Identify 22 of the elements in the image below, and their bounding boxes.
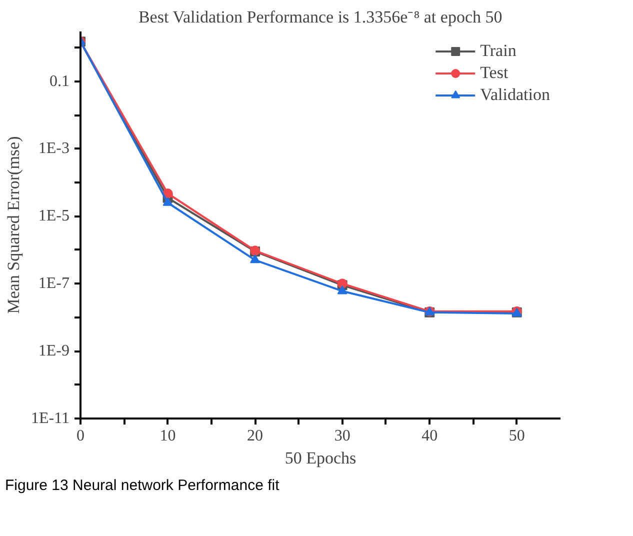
chart-title: Best Validation Performance is 1.3356e⁻⁸ at epoch 50 <box>138 8 502 26</box>
point <box>250 254 260 264</box>
y-tick-label: 1E-7 <box>38 275 70 292</box>
y-tick-label: 1E-11 <box>30 410 70 427</box>
legend-label: Test <box>480 63 508 83</box>
x-axis-title: 50 Epochs <box>284 448 356 468</box>
x-tick-label: 50 <box>508 428 525 444</box>
y-tick-label: 0.1 <box>50 72 70 90</box>
x-tick-label: 40 <box>422 428 438 444</box>
x-tick-label: 30 <box>334 428 350 444</box>
y-axis-title: Mean Squared Error(mse) <box>4 136 23 314</box>
x-tick-label: 10 <box>160 428 176 444</box>
y-tick-label: 1E-3 <box>38 140 70 158</box>
x-tick-label: 0 <box>76 428 84 444</box>
legend-label: Validation <box>480 85 550 105</box>
caption: Figure 13 Neural network Performance fit <box>5 477 280 494</box>
legend-label: Train <box>480 41 516 61</box>
y-tick-label: 1E-9 <box>38 342 70 360</box>
point <box>337 285 348 294</box>
point <box>162 197 173 206</box>
y-tick-label: 1E-5 <box>38 208 70 225</box>
x-tick-label: 20 <box>247 428 264 444</box>
